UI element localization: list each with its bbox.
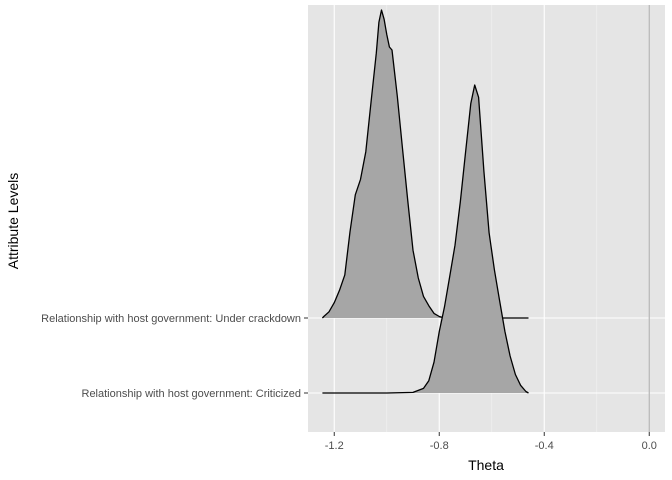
ridge-layer xyxy=(321,9,529,394)
x-tick-label: -1.2 xyxy=(325,440,344,452)
density-outline xyxy=(322,84,529,394)
x-tick-label: -0.4 xyxy=(535,440,554,452)
y-tick-label: Relationship with host government: Criti… xyxy=(82,388,302,400)
x-axis-title: Theta xyxy=(468,457,504,473)
x-tick-label: -0.8 xyxy=(430,440,449,452)
y-tick-label: Relationship with host government: Under… xyxy=(41,313,301,325)
density-fill xyxy=(322,10,529,318)
x-tick-label: 0.0 xyxy=(642,440,657,452)
axis-layer: -1.2 -0.8 -0.4 0.0 Relationship with host go… xyxy=(41,313,657,452)
density-fill xyxy=(322,85,529,393)
y-axis-title: Attribute Levels xyxy=(5,173,21,270)
